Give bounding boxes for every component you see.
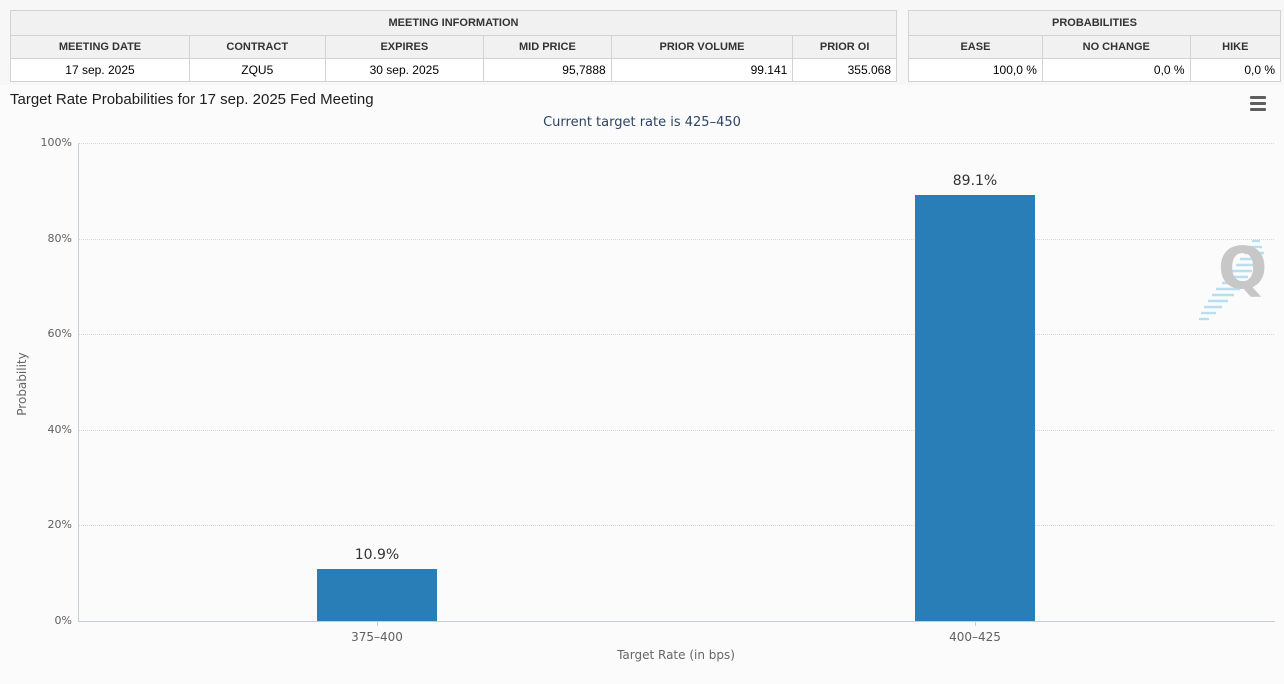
meeting-table-title: MEETING INFORMATION <box>10 10 897 36</box>
hamburger-icon <box>1250 102 1266 105</box>
meeting-information-table: MEETING INFORMATION MEETING DATE CONTRAC… <box>10 10 897 82</box>
y-tick-label: 20% <box>47 518 72 532</box>
x-axis-tick <box>377 621 378 626</box>
y-tick-label: 40% <box>47 422 72 436</box>
y-tick-label: 0% <box>54 614 72 627</box>
expires-value: 30 sep. 2025 <box>324 58 485 82</box>
q-logo-icon: Q <box>1218 234 1268 302</box>
col-prior-volume: PRIOR VOLUME <box>610 35 794 59</box>
table-row: 17 sep. 2025 ZQU5 30 sep. 2025 95,7888 9… <box>10 58 897 82</box>
prior-volume-value: 99.141 <box>610 58 794 82</box>
meeting-date-value: 17 sep. 2025 <box>10 58 190 82</box>
y-gridline <box>78 525 1274 527</box>
probabilities-table: PROBABILITIES EASE NO CHANGE HIKE 100,0 … <box>908 10 1282 82</box>
quikstrike-watermark: Q <box>1198 233 1284 328</box>
chart-subtitle: Current target rate is 425–450 <box>543 115 741 130</box>
col-ease: EASE <box>908 35 1043 59</box>
probabilities-table-title: PROBABILITIES <box>908 10 1281 36</box>
contract-value: ZQU5 <box>188 58 326 82</box>
bar-data-label: 10.9% <box>354 546 400 563</box>
bar-data-label: 89.1% <box>952 173 998 190</box>
y-gridline <box>78 429 1274 431</box>
y-gridline <box>78 334 1274 336</box>
x-axis-title: Target Rate (in bps) <box>617 648 735 662</box>
mid-price-value: 95,7888 <box>483 58 612 82</box>
probability-bar[interactable] <box>915 195 1035 621</box>
no-change-value: 0,0 % <box>1041 58 1191 82</box>
table-row: 100,0 % 0,0 % 0,0 % <box>908 58 1282 82</box>
col-expires: EXPIRES <box>324 35 485 59</box>
x-category-label: 375–400 <box>351 630 403 644</box>
hamburger-icon <box>1250 96 1266 99</box>
chart-export-menu-button[interactable] <box>1248 95 1268 112</box>
col-contract: CONTRACT <box>188 35 326 59</box>
watermark-swoosh-icon <box>1199 239 1264 321</box>
x-axis-line <box>78 621 1275 622</box>
col-prior-oi: PRIOR OI <box>792 35 897 59</box>
hike-value: 0,0 % <box>1189 58 1282 82</box>
chart-title: Target Rate Probabilities for 17 sep. 20… <box>10 91 374 108</box>
y-tick-label: 80% <box>47 231 72 245</box>
col-meeting-date: MEETING DATE <box>10 35 190 59</box>
prior-oi-value: 355.068 <box>792 58 897 82</box>
target-rate-probability-chart: Target Rate Probabilities for 17 sep. 20… <box>0 85 1284 684</box>
y-axis-line <box>78 143 79 621</box>
x-axis-tick <box>975 621 976 626</box>
y-tick-label: 100% <box>40 136 72 149</box>
col-no-change: NO CHANGE <box>1041 35 1191 59</box>
y-gridline <box>78 238 1274 240</box>
y-gridline <box>78 143 1274 144</box>
col-hike: HIKE <box>1189 35 1282 59</box>
hamburger-icon <box>1250 108 1266 111</box>
col-mid-price: MID PRICE <box>483 35 612 59</box>
ease-value: 100,0 % <box>908 58 1043 82</box>
y-tick-label: 60% <box>47 327 72 341</box>
x-category-label: 400–425 <box>949 630 1001 644</box>
probability-bar[interactable] <box>317 568 437 621</box>
